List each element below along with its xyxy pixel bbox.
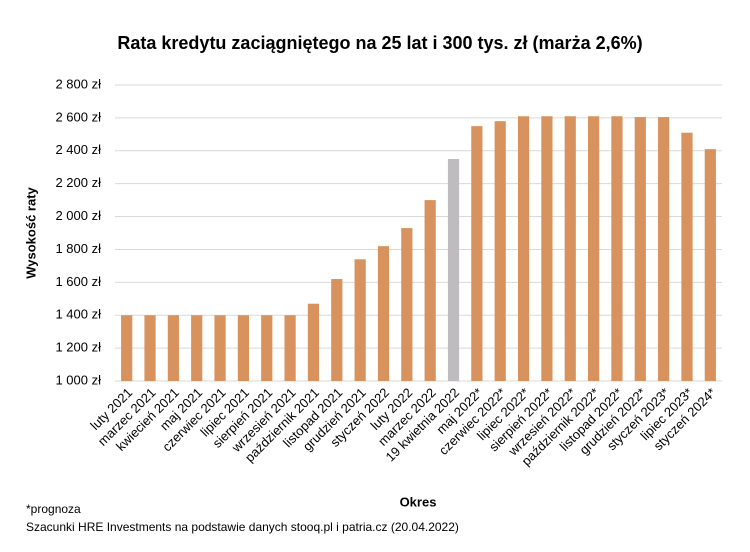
bar [307, 303, 320, 381]
y-axis-title: Wysokość raty [23, 186, 38, 278]
bar [424, 200, 436, 381]
bar [191, 315, 203, 381]
y-tick-label: 1 400 zł [55, 307, 101, 322]
bar [471, 126, 483, 381]
bar [587, 116, 600, 381]
x-axis-title: Okres [400, 494, 437, 509]
bar [284, 315, 296, 381]
bar [541, 116, 553, 381]
bar [564, 116, 576, 381]
y-tick-label: 2 400 zł [55, 142, 101, 157]
bar [658, 117, 670, 382]
footnote: *prognoza [26, 502, 81, 516]
bar [401, 228, 413, 381]
y-tick-label: 2 000 zł [55, 208, 101, 223]
bar [634, 117, 646, 382]
y-tick-label: 2 800 zł [55, 76, 101, 91]
bar [681, 132, 693, 381]
y-tick-label: 1 200 zł [55, 340, 101, 355]
bar [237, 315, 250, 381]
bar [377, 246, 390, 381]
bar [261, 315, 273, 381]
y-tick-label: 1 800 zł [55, 241, 101, 256]
y-tick-label: 1 600 zł [55, 274, 101, 289]
bar [331, 279, 343, 381]
bar [517, 116, 530, 381]
y-tick-label: 2 200 zł [55, 175, 101, 190]
bar [144, 315, 156, 381]
bar [354, 259, 366, 381]
bar [447, 159, 460, 381]
bar [167, 315, 179, 381]
bar [704, 149, 716, 381]
chart-title: Rata kredytu zaciągniętego na 25 lat i 3… [117, 33, 642, 53]
bar [611, 116, 623, 381]
bar [121, 315, 133, 381]
bar [214, 315, 226, 381]
y-tick-label: 1 000 zł [55, 372, 101, 387]
bar [494, 121, 506, 381]
y-tick-label: 2 600 zł [55, 109, 101, 124]
source-note: Szacunki HRE Investments na podstawie da… [26, 520, 459, 534]
